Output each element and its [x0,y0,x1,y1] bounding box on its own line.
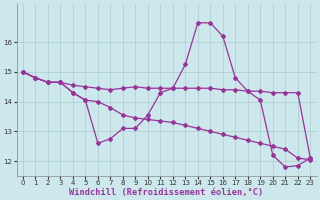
X-axis label: Windchill (Refroidissement éolien,°C): Windchill (Refroidissement éolien,°C) [69,188,264,197]
